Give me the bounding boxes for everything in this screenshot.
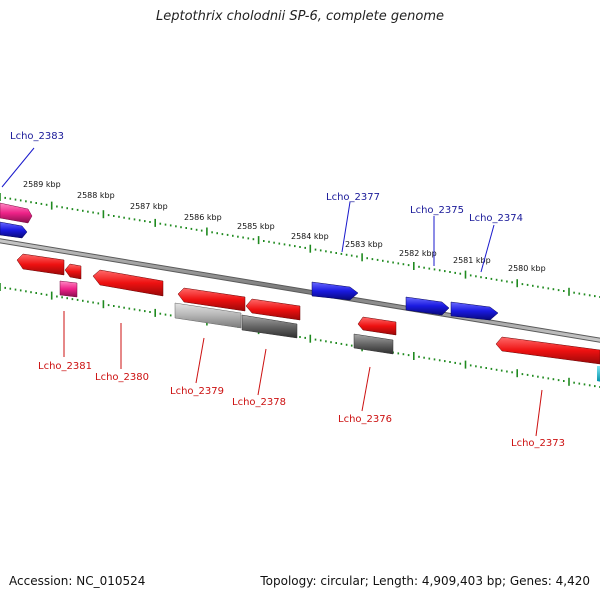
- gene-feature-lcho-2378-other[interactable]: [241, 314, 298, 339]
- gene-feature-lcho-2383[interactable]: [0, 202, 33, 224]
- forward-strand-features: [0, 202, 499, 321]
- gene-label-bottom[interactable]: Lcho_2376: [338, 414, 392, 425]
- gene-feature-lcho-2381[interactable]: [59, 280, 78, 298]
- gene-label-bottom[interactable]: Lcho_2379: [170, 386, 224, 397]
- scale-ticks-lower: [0, 283, 600, 388]
- kbp-label: 2581 kbp: [453, 256, 491, 265]
- gene-feature-lcho-2373[interactable]: [495, 336, 600, 365]
- genome-summary-text: Topology: circular; Length: 4,909,403 bp…: [260, 574, 590, 588]
- kbp-labels: 2589 kbp 2588 kbp 2587 kbp 2586 kbp 2585…: [23, 180, 546, 273]
- gene-feature-red-a[interactable]: [16, 253, 65, 276]
- bottom-gene-labels: Lcho_2381 Lcho_2380 Lcho_2379 Lcho_2378 …: [38, 361, 565, 449]
- kbp-label: 2580 kbp: [508, 264, 546, 273]
- gene-feature-lcho-2374[interactable]: [450, 301, 499, 321]
- scale-ticks-upper: [0, 193, 600, 298]
- gene-label-bottom[interactable]: Lcho_2378: [232, 397, 286, 408]
- gene-label-top[interactable]: Lcho_2377: [326, 192, 380, 203]
- gene-label-top[interactable]: Lcho_2374: [469, 213, 523, 224]
- gene-feature-lcho-2377[interactable]: [311, 281, 359, 301]
- gene-feature-cyan-edge[interactable]: [597, 366, 600, 382]
- gene-label-bottom[interactable]: Lcho_2381: [38, 361, 92, 372]
- top-leader-lines: [1, 147, 495, 273]
- gene-label-bottom[interactable]: Lcho_2380: [95, 372, 149, 383]
- kbp-label: 2585 kbp: [237, 222, 275, 231]
- map-title: Leptothrix cholodnii SP-6, complete geno…: [156, 9, 444, 24]
- gene-feature-lcho-2379[interactable]: [177, 287, 246, 312]
- gene-label-top[interactable]: Lcho_2383: [10, 131, 64, 142]
- gene-feature-lcho-2376-other[interactable]: [353, 333, 394, 355]
- accession-text: Accession: NC_010524: [9, 574, 146, 588]
- backbone-highlight: [0, 239, 600, 342]
- gene-feature-blue-left[interactable]: [0, 221, 28, 239]
- top-gene-labels: Lcho_2383 Lcho_2377 Lcho_2375 Lcho_2374: [10, 131, 523, 224]
- gene-feature-red-b[interactable]: [64, 263, 82, 280]
- kbp-label: 2584 kbp: [291, 232, 329, 241]
- gene-feature-lcho-2376[interactable]: [357, 316, 397, 336]
- gene-feature-lcho-2379-pseudo[interactable]: [174, 302, 242, 329]
- gene-feature-lcho-2375[interactable]: [405, 296, 450, 316]
- gene-feature-lcho-2380[interactable]: [92, 269, 164, 297]
- kbp-label: 2586 kbp: [184, 213, 222, 222]
- gene-label-bottom[interactable]: Lcho_2373: [511, 438, 565, 449]
- gene-label-top[interactable]: Lcho_2375: [410, 205, 464, 216]
- reverse-strand-features: [16, 253, 600, 382]
- bottom-leader-lines: [63, 311, 543, 437]
- kbp-label: 2583 kbp: [345, 240, 383, 249]
- gene-feature-lcho-2378[interactable]: [245, 298, 301, 321]
- kbp-label: 2589 kbp: [23, 180, 61, 189]
- kbp-label: 2587 kbp: [130, 202, 168, 211]
- kbp-label: 2582 kbp: [399, 249, 437, 258]
- kbp-label: 2588 kbp: [77, 191, 115, 200]
